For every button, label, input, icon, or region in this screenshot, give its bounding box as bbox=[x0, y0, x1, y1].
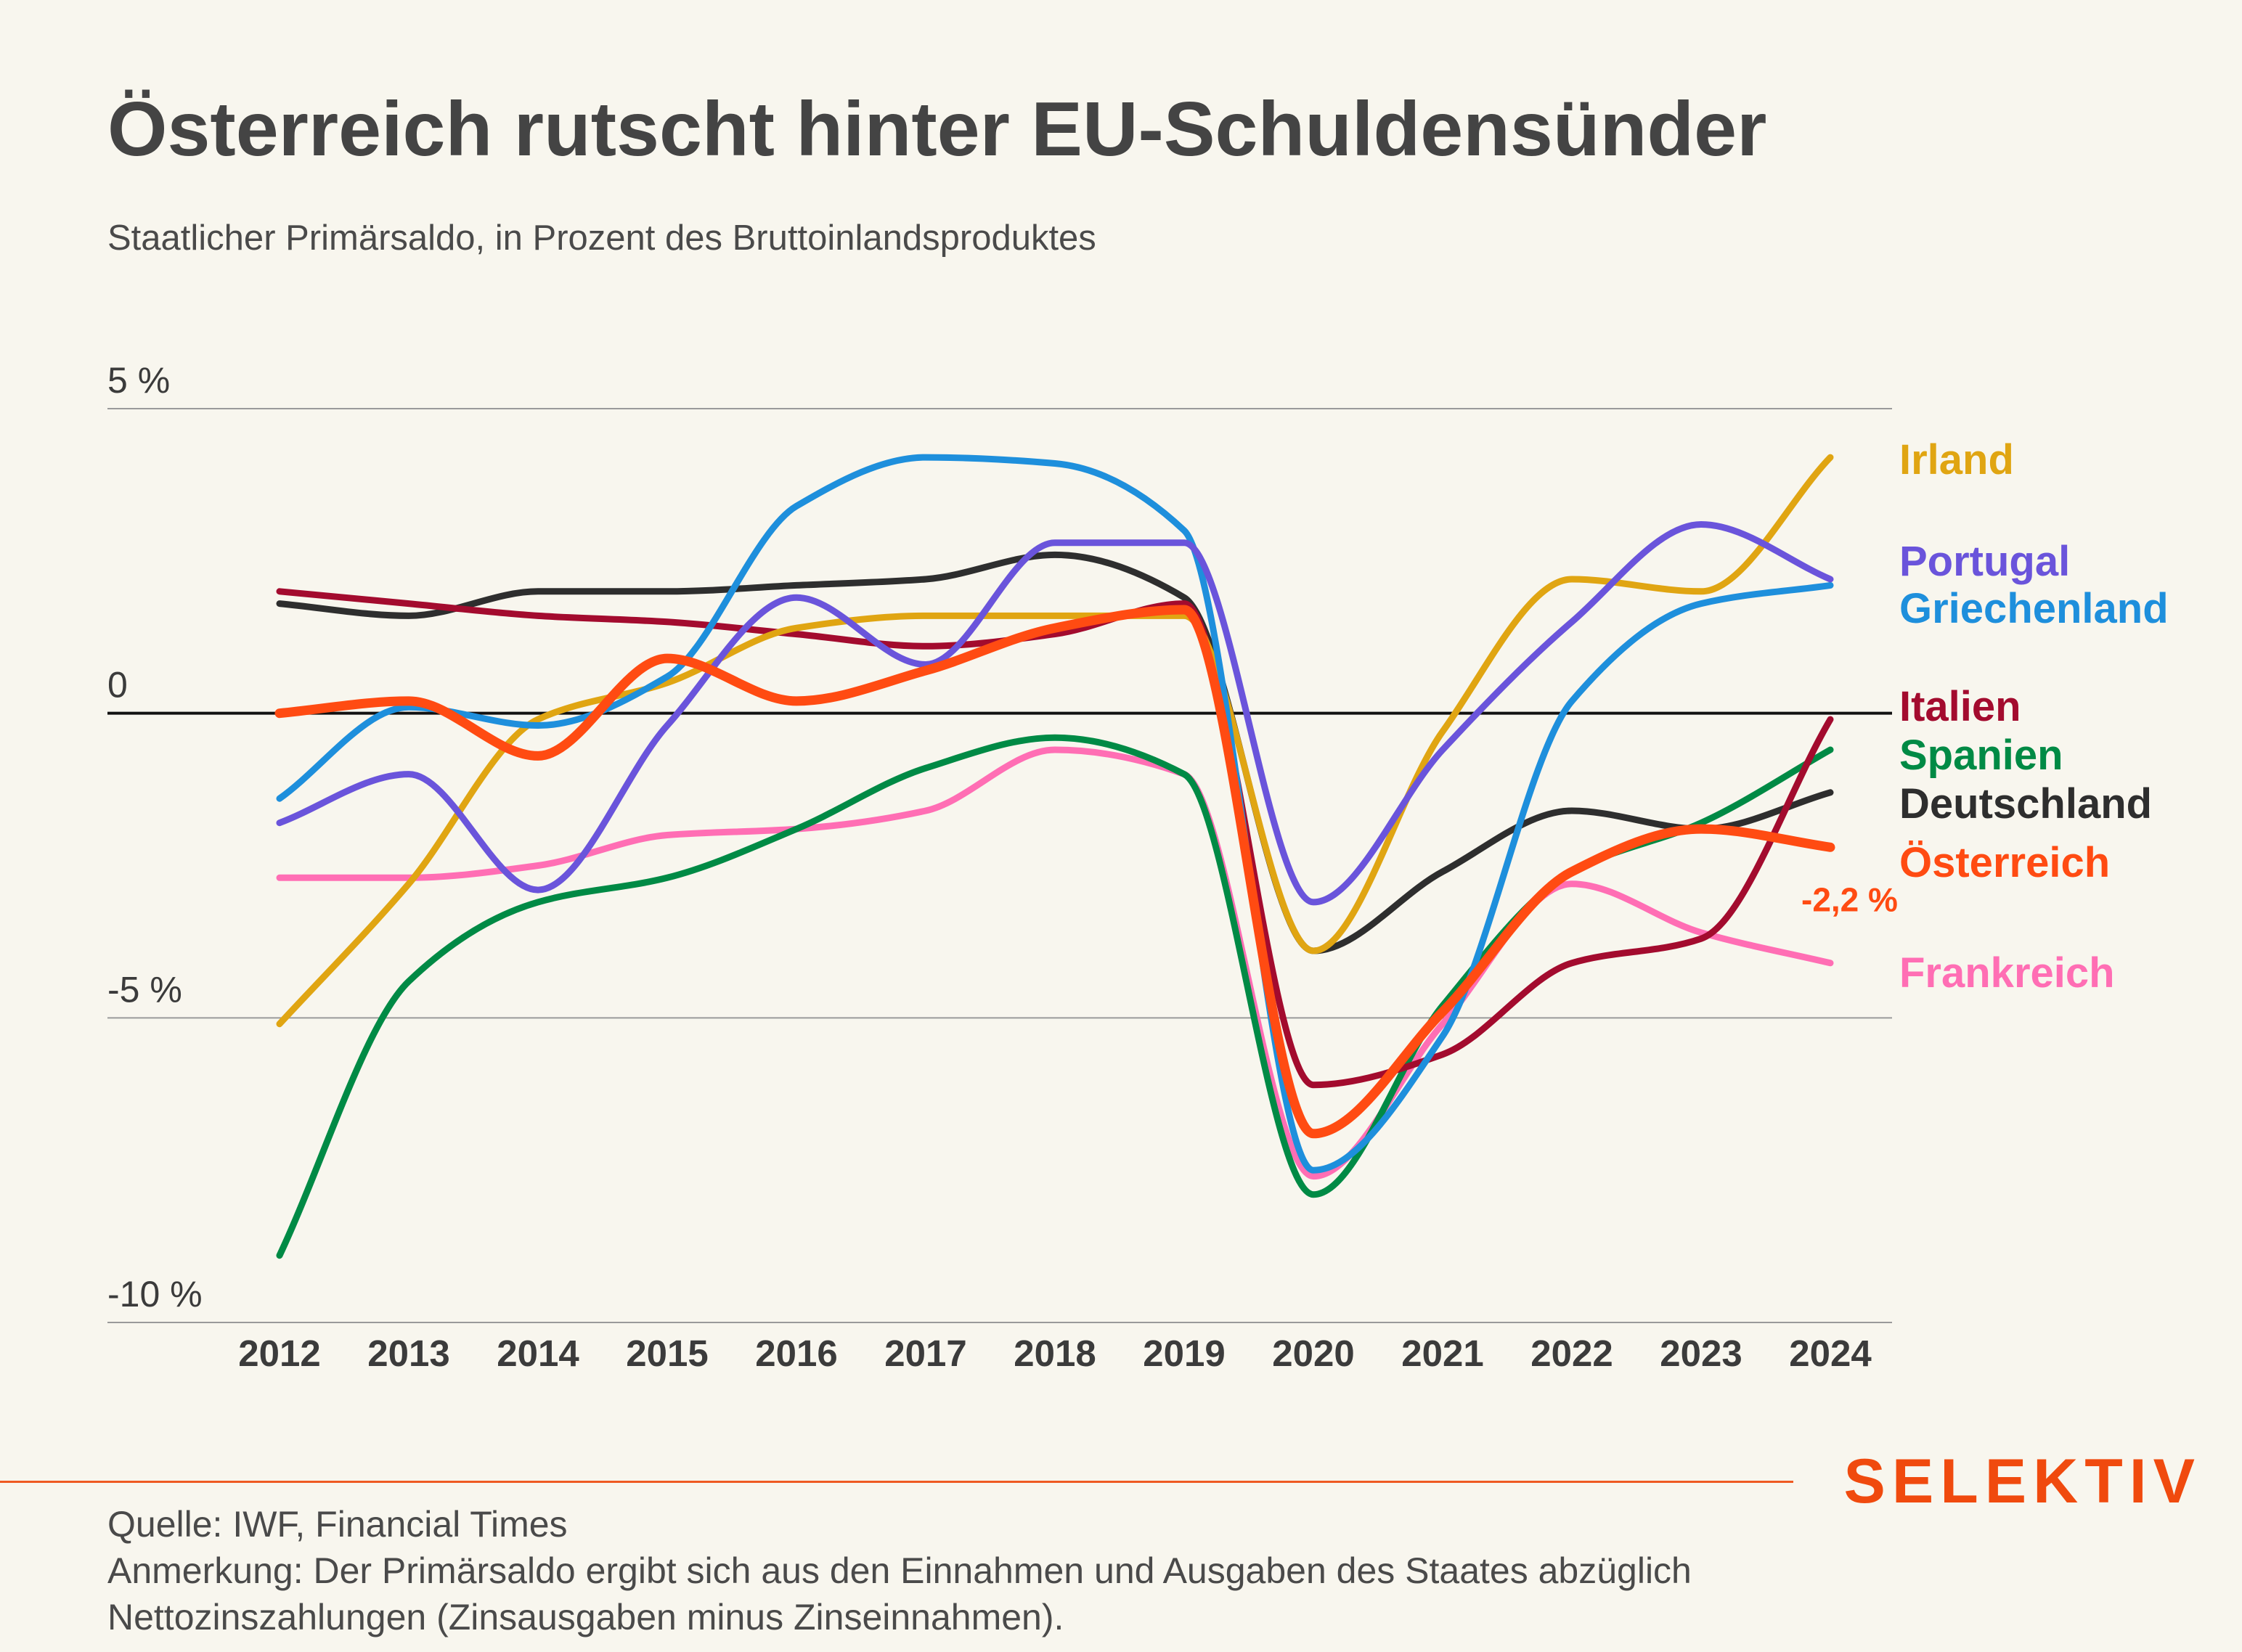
end-value-annotation: -2,2 % bbox=[1801, 880, 1898, 918]
brand-logo: SELEKTIV bbox=[1843, 1447, 2201, 1516]
x-tick-label: 2015 bbox=[626, 1333, 708, 1374]
footer-notes: Quelle: IWF, Financial Times Anmerkung: … bbox=[107, 1501, 1692, 1640]
series-line-frankreich bbox=[276, 746, 1834, 1180]
series-line-italien bbox=[276, 588, 1834, 1089]
series-label: Irland bbox=[1899, 436, 2014, 483]
footer-divider bbox=[0, 1481, 1793, 1483]
series-label: Österreich bbox=[1899, 839, 2110, 886]
x-tick-label: 2018 bbox=[1014, 1333, 1096, 1374]
series-label: Spanien bbox=[1899, 732, 2063, 779]
chart-title: Österreich rutscht hinter EU-Schuldensün… bbox=[107, 86, 1767, 172]
y-tick-label: 0 bbox=[107, 665, 128, 706]
note-line-1: Anmerkung: Der Primärsaldo ergibt sich a… bbox=[107, 1550, 1692, 1591]
y-axis-ticks: 5 % 0 -5 % -10 % bbox=[107, 360, 203, 1314]
series-line-portugal bbox=[276, 521, 1834, 906]
gridlines bbox=[107, 408, 1892, 1323]
series-label: Italien bbox=[1899, 683, 2021, 730]
series-label: Frankreich bbox=[1899, 949, 2115, 997]
series-line-deutschland bbox=[276, 551, 1834, 954]
x-axis-ticks: 2012 2013 2014 2015 2016 2017 2018 2019 2020 2021… bbox=[238, 1333, 1872, 1374]
series-line-griechenland bbox=[276, 454, 1834, 1174]
x-tick-label: 2023 bbox=[1660, 1333, 1742, 1374]
note-line-2: Nettozinszahlungen (Zinsausgaben minus Z… bbox=[107, 1597, 1064, 1637]
y-tick-label: -10 % bbox=[107, 1274, 203, 1314]
x-tick-label: 2017 bbox=[884, 1333, 966, 1374]
y-tick-label: 5 % bbox=[107, 360, 170, 401]
series-label: Portugal bbox=[1899, 538, 2070, 585]
x-tick-label: 2012 bbox=[238, 1333, 320, 1374]
series-lines bbox=[274, 454, 1835, 1259]
x-tick-label: 2013 bbox=[367, 1333, 449, 1374]
series-label: Griechenland bbox=[1899, 585, 2169, 632]
x-tick-label: 2016 bbox=[755, 1333, 837, 1374]
x-tick-label: 2021 bbox=[1401, 1333, 1483, 1374]
x-tick-label: 2022 bbox=[1530, 1333, 1613, 1374]
chart-subtitle: Staatlicher Primärsaldo, in Prozent des … bbox=[107, 218, 1096, 258]
series-label: Deutschland bbox=[1899, 780, 2152, 827]
x-tick-label: 2019 bbox=[1143, 1333, 1225, 1374]
y-tick-label: -5 % bbox=[107, 969, 182, 1010]
x-tick-label: 2024 bbox=[1789, 1333, 1872, 1374]
x-tick-label: 2014 bbox=[497, 1333, 579, 1374]
source-line: Quelle: IWF, Financial Times bbox=[107, 1504, 568, 1545]
series-line-österreich bbox=[274, 605, 1835, 1139]
x-tick-label: 2020 bbox=[1272, 1333, 1354, 1374]
